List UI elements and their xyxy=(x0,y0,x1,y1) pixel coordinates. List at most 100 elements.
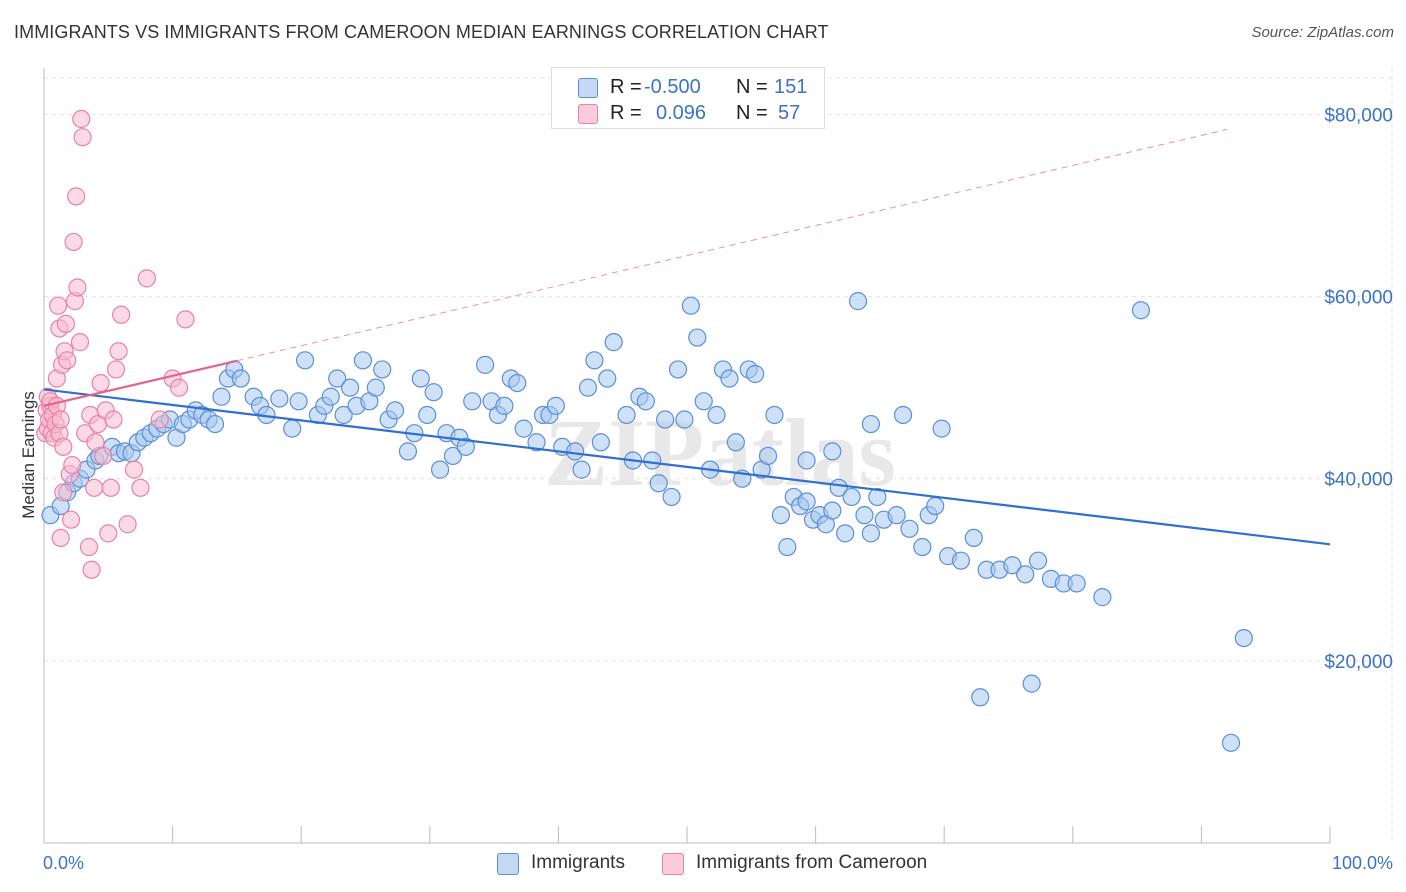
legend-n-label: N = xyxy=(736,76,768,98)
bottom-legend-label: Immigrants xyxy=(531,852,625,873)
legend-n-value: 151 xyxy=(774,76,808,98)
immigrants-point xyxy=(778,537,797,557)
cameroon-point xyxy=(99,524,118,543)
cameroon-point xyxy=(67,187,86,206)
immigrants-point xyxy=(861,524,880,543)
immigrants-point xyxy=(527,433,546,452)
x-tick-label: 100.0% xyxy=(1332,853,1393,873)
cameroon-point xyxy=(85,478,104,497)
trend-lines xyxy=(43,359,1331,546)
immigrants-point xyxy=(823,501,842,520)
immigrants-point xyxy=(848,292,868,311)
immigrants-point xyxy=(797,451,816,470)
immigrants-point xyxy=(385,401,405,420)
immigrants-point xyxy=(212,387,231,406)
x-tick-label: 0.0% xyxy=(43,853,84,873)
y-axis-label: Median Earnings xyxy=(19,391,38,519)
immigrants-point xyxy=(932,419,951,438)
y-tick-label: $40,000 xyxy=(1324,470,1393,491)
immigrants-point xyxy=(546,396,565,415)
immigrants-point xyxy=(823,442,842,461)
y-tick-labels: $20,000 $40,000 $60,000 $80,000 xyxy=(1324,105,1393,672)
immigrants-point xyxy=(1221,733,1241,752)
cameroon-point xyxy=(64,232,83,252)
immigrants-point xyxy=(694,392,713,411)
legend-swatch-blue xyxy=(578,78,598,98)
immigrants-point xyxy=(572,460,591,479)
cameroon-trend-line xyxy=(43,359,238,407)
immigrants-point xyxy=(726,433,745,452)
immigrants-point xyxy=(688,328,707,347)
legend-r-value: -0.500 xyxy=(644,76,701,98)
immigrants-point xyxy=(295,351,315,370)
immigrants-point xyxy=(566,442,585,461)
y-tick-label: $60,000 xyxy=(1324,288,1393,309)
immigrants-point xyxy=(598,369,617,388)
legend-n-label: N = xyxy=(736,102,768,124)
cameroon-point xyxy=(63,455,82,475)
immigrants-point xyxy=(1022,674,1041,693)
cameroon-point xyxy=(49,296,68,315)
immigrants-point xyxy=(456,437,475,456)
immigrants-trend-line xyxy=(43,388,1331,546)
cameroon-point xyxy=(91,373,110,393)
cameroon-point xyxy=(118,515,137,534)
cameroon-point xyxy=(51,528,70,548)
cameroon-point xyxy=(72,109,91,129)
immigrants-point xyxy=(334,405,353,425)
immigrants-points xyxy=(41,292,1253,752)
immigrants-point xyxy=(855,506,874,525)
immigrants-point xyxy=(771,506,790,525)
cameroon-point xyxy=(101,478,120,497)
cameroon-point xyxy=(124,460,144,479)
immigrants-point xyxy=(366,378,385,397)
immigrants-point xyxy=(681,296,700,315)
immigrants-point xyxy=(1028,551,1048,570)
cameroon-point xyxy=(94,446,113,466)
immigrants-point xyxy=(649,474,668,493)
cameroon-point xyxy=(79,537,99,557)
immigrants-point xyxy=(643,451,662,470)
immigrants-point xyxy=(707,405,726,425)
correlation-legend: R = -0.500 N = 151 R = 0.096 N = 57 xyxy=(551,67,825,129)
cameroon-point xyxy=(176,310,195,329)
immigrants-point xyxy=(424,383,443,402)
immigrants-point xyxy=(1067,574,1086,593)
immigrants-point xyxy=(373,360,392,379)
legend-n-value: 57 xyxy=(778,102,801,124)
cameroon-point xyxy=(106,360,126,379)
immigrants-point xyxy=(913,537,932,557)
cameroon-point xyxy=(82,560,101,579)
immigrants-point xyxy=(765,405,784,425)
immigrants-point xyxy=(720,369,739,388)
legend-r-label: R = xyxy=(610,102,642,124)
cameroon-trend-dashed xyxy=(236,128,1228,362)
cameroon-point xyxy=(150,410,169,429)
y-tick-label: $20,000 xyxy=(1324,652,1393,673)
immigrants-point xyxy=(463,392,482,411)
immigrants-point xyxy=(205,414,225,434)
immigrants-point xyxy=(675,410,694,429)
cameroon-trend-extension xyxy=(236,128,1228,362)
immigrants-point xyxy=(443,446,463,466)
cameroon-point xyxy=(61,510,81,529)
cameroon-point xyxy=(169,378,189,397)
cameroon-point xyxy=(73,128,92,147)
cameroon-point xyxy=(86,433,105,452)
cameroon-point xyxy=(51,410,70,429)
legend-r-value: 0.096 xyxy=(656,102,707,124)
cameroon-point xyxy=(54,483,73,502)
immigrants-point xyxy=(668,360,688,379)
immigrants-point xyxy=(900,519,919,538)
immigrants-point xyxy=(398,442,418,461)
legend-swatch-pink xyxy=(578,104,598,124)
cameroon-point xyxy=(68,278,87,297)
immigrants-point xyxy=(340,378,360,397)
bottom-swatch-pink xyxy=(662,853,684,875)
cameroon-point xyxy=(54,437,73,456)
bottom-legend-label: Immigrants from Cameroon xyxy=(696,852,928,873)
immigrants-point xyxy=(746,364,765,384)
x-tick-labels: 0.0% 100.0% xyxy=(43,853,1393,873)
immigrants-point xyxy=(617,405,636,425)
